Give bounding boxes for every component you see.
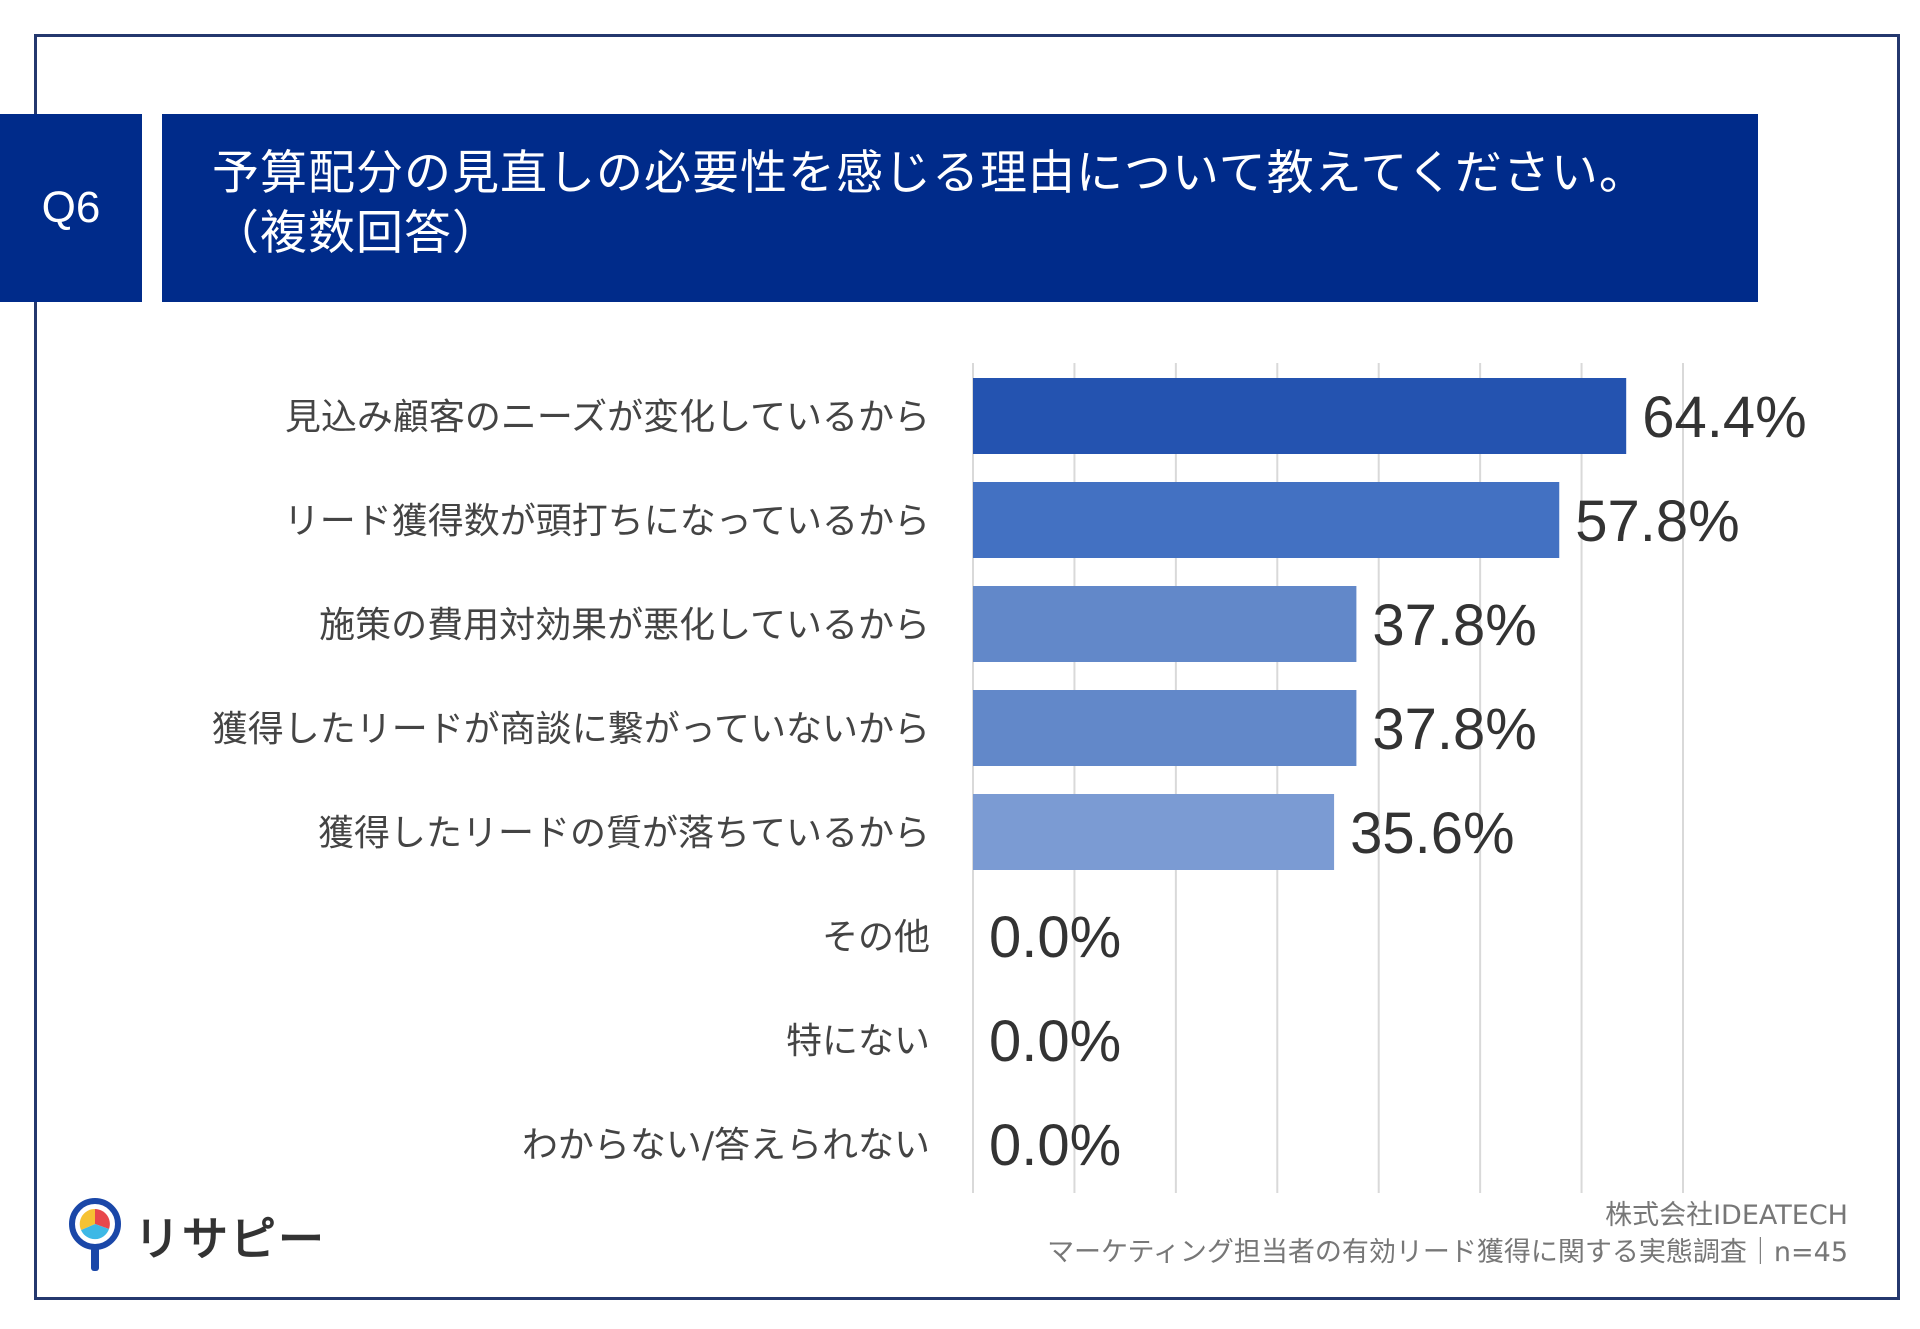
logo-text: リサピー bbox=[134, 1212, 326, 1266]
data-label: 37.8% bbox=[1372, 593, 1536, 658]
category-label: 施策の費用対効果が悪化しているから bbox=[319, 605, 930, 646]
logo: リサピー bbox=[68, 1198, 326, 1274]
bar bbox=[973, 586, 1357, 662]
question-title-line1: 予算配分の見直しの必要性を感じる理由について教えてください。 bbox=[212, 146, 1647, 201]
question-number: Q6 bbox=[0, 114, 142, 302]
bar bbox=[973, 794, 1335, 870]
bar bbox=[973, 378, 1627, 454]
data-label: 57.8% bbox=[1575, 489, 1739, 554]
data-label: 35.6% bbox=[1350, 801, 1514, 866]
data-label: 0.0% bbox=[989, 1113, 1121, 1178]
category-label: 見込み顧客のニーズが変化しているから bbox=[285, 397, 930, 438]
question-title: 予算配分の見直しの必要性を感じる理由について教えてください。 （複数回答） bbox=[162, 114, 1758, 302]
category-label: リード獲得数が頭打ちになっているから bbox=[284, 501, 930, 542]
data-label: 37.8% bbox=[1372, 697, 1536, 762]
survey-credit: マーケティング担当者の有効リード獲得に関する実態調査｜n=45 bbox=[1047, 1237, 1848, 1268]
category-label: わからない/答えられない bbox=[522, 1125, 930, 1166]
data-label: 0.0% bbox=[989, 1009, 1121, 1074]
bar bbox=[973, 690, 1357, 766]
location-pin-icon bbox=[69, 1198, 121, 1271]
company-credit: 株式会社IDEATECH bbox=[1605, 1200, 1848, 1231]
page-frame bbox=[34, 34, 1900, 1300]
category-label: 特にない bbox=[786, 1021, 930, 1062]
question-title-line2: （複数回答） bbox=[212, 206, 500, 261]
category-label: 獲得したリードが商談に繋がっていないから bbox=[212, 709, 930, 750]
category-label: その他 bbox=[822, 917, 930, 958]
data-label: 64.4% bbox=[1642, 385, 1806, 450]
data-label: 0.0% bbox=[989, 905, 1121, 970]
bar bbox=[973, 482, 1560, 558]
category-label: 獲得したリードの質が落ちているから bbox=[318, 813, 930, 854]
